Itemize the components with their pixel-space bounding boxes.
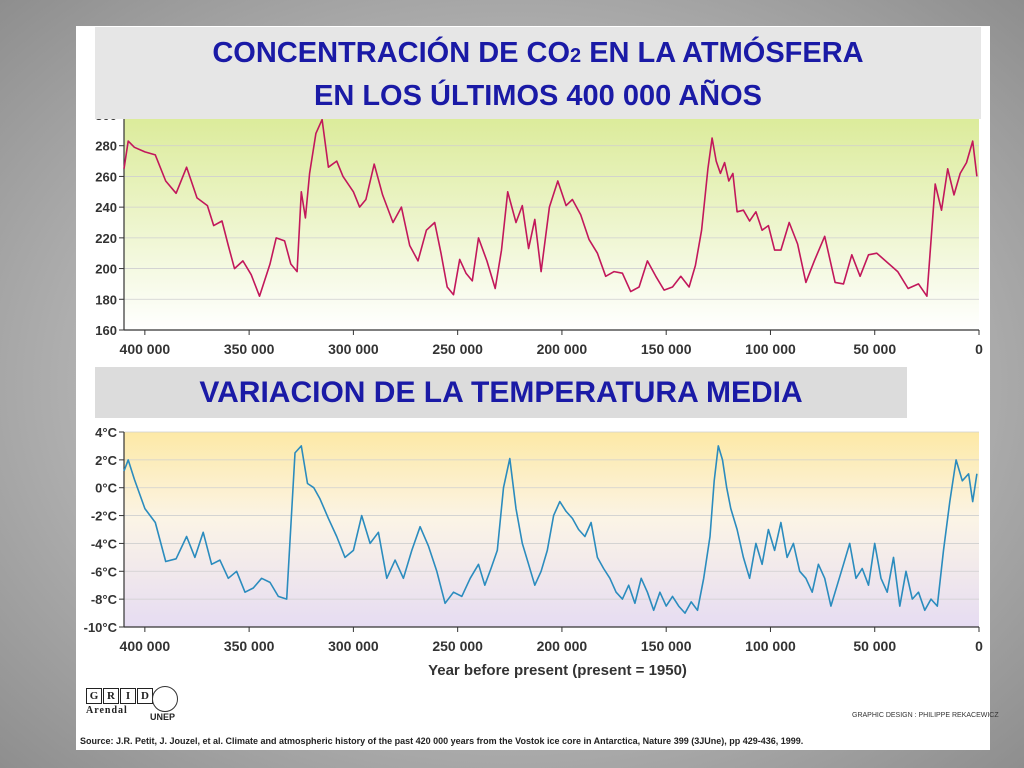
temp-ytick-label: -4°C [91, 536, 118, 551]
co2-xtick-label: 0 [975, 341, 983, 357]
co2-ytick-label: 180 [95, 292, 117, 307]
temp-xtick-label: 50 000 [853, 638, 896, 654]
co2-title-line-1: CONCENTRACIÓN DE CO2 EN LA ATMÓSFERA [212, 37, 864, 69]
temp-xtick-label: 300 000 [328, 638, 379, 654]
co2-xtick-label: 150 000 [641, 341, 692, 357]
temperature-chart: -10°C -8°C -6°C -4°C -2°C 0°C 2°C 4°C 400 000 350… [84, 425, 983, 679]
co2-title-banner: CONCENTRACIÓN DE CO2 EN LA ATMÓSFERA EN … [95, 27, 981, 119]
temp-xtick-label: 400 000 [120, 638, 171, 654]
temp-xtick-label: 0 [975, 638, 983, 654]
temp-xtick-label: 150 000 [641, 638, 692, 654]
co2-title-line-2: EN LOS ÚLTIMOS 400 000 AÑOS [314, 80, 762, 112]
co2-xtick-label: 200 000 [537, 341, 588, 357]
co2-xtick-label: 300 000 [328, 341, 379, 357]
temp-series-line [123, 445, 978, 614]
co2-xtick-label: 350 000 [224, 341, 275, 357]
co2-ytick-label: 240 [95, 200, 117, 215]
arendal-label: Arendal [86, 705, 128, 716]
temp-ytick-label: -10°C [84, 620, 118, 635]
co2-ytick-label: 280 [95, 139, 117, 154]
temperature-title-banner: VARIACION DE LA TEMPERATURA MEDIA [95, 367, 907, 418]
co2-xtick-label: 100 000 [745, 341, 796, 357]
unep-label: UNEP [150, 712, 176, 722]
grid-letter-g: G [86, 688, 102, 704]
temp-ytick-label: -6°C [91, 564, 118, 579]
co2-plot-background [124, 115, 979, 330]
co2-ytick-label: 220 [95, 231, 117, 246]
source-citation: Source: J.R. Petit, J. Jouzel, et al. Cl… [80, 736, 804, 746]
co2-subscript: 2 [570, 45, 582, 67]
grid-letter-d: D [137, 688, 153, 704]
temp-xtick-label: 200 000 [537, 638, 588, 654]
temp-ytick-label: -2°C [91, 509, 118, 524]
temp-xtick-label: 350 000 [224, 638, 275, 654]
co2-ytick-label: 200 [95, 262, 117, 277]
temp-xlabel: Year before present (present = 1950) [428, 662, 687, 679]
temp-ytick-label: -8°C [91, 592, 118, 607]
temp-ytick-label: 0°C [95, 481, 117, 496]
co2-ytick-label: 160 [95, 323, 117, 338]
co2-xtick-label: 50 000 [853, 341, 896, 357]
co2-ytick-label: 260 [95, 169, 117, 184]
temp-ytick-label: 4°C [95, 425, 117, 440]
graphic-design-credit: GRAPHIC DESIGN : PHILIPPE REKACEWICZ [852, 712, 999, 719]
unep-emblem-icon [152, 686, 178, 712]
co2-xtick-label: 250 000 [432, 341, 483, 357]
co2-series-line [123, 118, 978, 298]
grid-letter-r: R [103, 688, 119, 704]
temp-xtick-label: 100 000 [745, 638, 796, 654]
temp-xtick-label: 250 000 [432, 638, 483, 654]
grid-letter-i: I [120, 688, 136, 704]
co2-xtick-label: 400 000 [120, 341, 171, 357]
temp-ytick-label: 2°C [95, 453, 117, 468]
